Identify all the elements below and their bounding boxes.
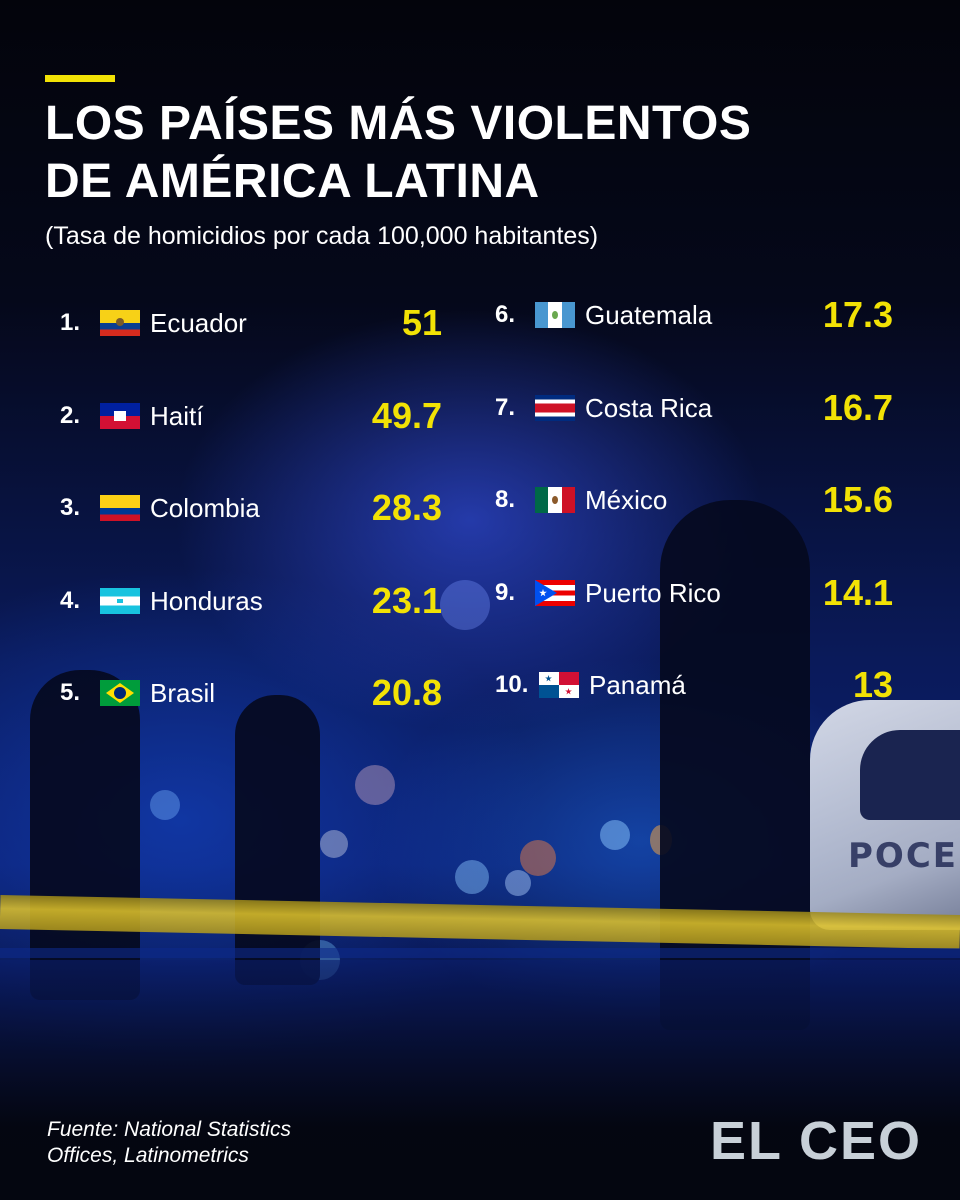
ranking-row: 8. México 15.6 — [495, 480, 893, 520]
homicide-rate-value: 15.6 — [822, 479, 893, 520]
country-name: Brasil — [150, 677, 216, 708]
rank-number: 10. — [495, 671, 529, 698]
country-name: Costa Rica — [585, 392, 713, 423]
country-name: Haití — [150, 400, 204, 431]
ranking-row: 9. Puerto Rico 14.1 — [495, 573, 893, 613]
brazil-flag — [100, 680, 140, 706]
ranking-row: 3. Colombia 28.3 — [60, 488, 442, 528]
costa-rica-flag — [535, 395, 575, 421]
rank-number: 4. — [60, 587, 81, 614]
ecuador-flag — [100, 310, 140, 336]
homicide-rate-value: 23.1 — [371, 580, 442, 621]
homicide-rate-value: 49.7 — [371, 395, 442, 436]
country-name: Guatemala — [585, 299, 713, 330]
homicide-rate-value: 16.7 — [822, 387, 893, 428]
rank-number: 7. — [495, 394, 516, 421]
title-accent-bar — [45, 75, 115, 82]
ranking-row: 5. Brasil 20.8 — [60, 673, 442, 713]
source-line-1: Fuente: National Statistics — [47, 1118, 291, 1141]
homicide-rate-value: 14.1 — [822, 572, 893, 613]
chart-title: LOS PAÍSES MÁS VIOLENTOS DE AMÉRICA LATI… — [45, 95, 925, 211]
ranking-row: 2. Haití 49.7 — [60, 396, 442, 436]
homicide-rate-value: 17.3 — [822, 294, 893, 335]
ranking-row: 6. Guatemala 17.3 — [495, 295, 893, 335]
rank-number: 1. — [60, 309, 81, 336]
mexico-flag — [535, 487, 575, 513]
rank-number: 8. — [495, 486, 516, 513]
ranking-row: 10. Panamá 13 — [495, 665, 893, 705]
country-name: Puerto Rico — [585, 577, 721, 608]
colombia-flag — [100, 495, 140, 521]
homicide-rate-value: 20.8 — [371, 672, 442, 713]
country-name: México — [585, 484, 668, 515]
rank-number: 3. — [60, 494, 81, 521]
country-name: Honduras — [150, 585, 263, 616]
rank-number: 6. — [495, 301, 516, 328]
chart-subtitle: (Tasa de homicidios por cada 100,000 hab… — [45, 222, 599, 250]
title-line-1: LOS PAÍSES MÁS VIOLENTOS — [45, 97, 752, 150]
honduras-flag — [100, 588, 140, 614]
country-name: Panamá — [589, 669, 686, 700]
source-note: Fuente: National Statistics Offices, Lat… — [47, 1117, 367, 1169]
ranking-row: 7. Costa Rica 16.7 — [495, 388, 893, 428]
ranking-row: 4. Honduras 23.1 — [60, 581, 442, 621]
puerto-rico-flag — [535, 580, 575, 606]
guatemala-flag — [535, 302, 575, 328]
haiti-flag — [100, 403, 140, 429]
title-line-2: DE AMÉRICA LATINA — [45, 155, 540, 208]
rank-number: 9. — [495, 579, 516, 606]
ranking-row: 1. Ecuador 51 — [60, 303, 442, 343]
homicide-rate-value: 51 — [401, 302, 442, 343]
country-name: Ecuador — [150, 307, 247, 338]
homicide-rate-value: 28.3 — [371, 487, 442, 528]
country-name: Colombia — [150, 492, 260, 523]
el-ceo-logo: EL CEO — [710, 1111, 923, 1171]
homicide-rate-value: 13 — [852, 664, 893, 705]
rank-number: 5. — [60, 679, 81, 706]
source-line-2: Offices, Latinometrics — [47, 1144, 249, 1167]
panama-flag — [539, 672, 579, 698]
rank-number: 2. — [60, 402, 81, 429]
